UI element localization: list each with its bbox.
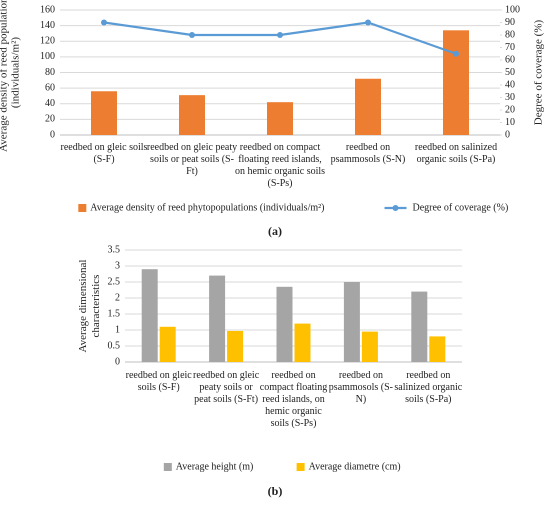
y2-tick-label: 20 bbox=[505, 104, 515, 115]
y2-tick-label: 80 bbox=[505, 29, 515, 40]
caption: (a) bbox=[268, 224, 282, 238]
y-tick-label: 2 bbox=[115, 292, 120, 303]
y-tick-label: 100 bbox=[40, 51, 55, 62]
y-tick-label: 0 bbox=[50, 129, 55, 140]
y-axis-label-box: Average density of reed populations (ind… bbox=[0, 0, 22, 152]
x-tick-label-box: reedbed on salinized organic soils (S-Pa… bbox=[394, 370, 463, 405]
y-tick-label: 60 bbox=[45, 82, 55, 93]
x-tick-label-box: reedbed on gleic peaty soils or peat soi… bbox=[146, 142, 238, 177]
bar bbox=[141, 269, 158, 362]
line bbox=[103, 21, 457, 55]
line-point bbox=[365, 19, 371, 26]
x-tick-label: reedbed on gleic peaty soils or peat soi… bbox=[146, 142, 238, 177]
y-tick-label: 3.5 bbox=[108, 244, 121, 255]
x-tick-label-box: reedbed on gleic soils (S-F) bbox=[125, 370, 192, 393]
bar bbox=[429, 336, 446, 362]
legend-swatch bbox=[78, 204, 87, 212]
x-tick-label-box: reedbed on gleic peaty soils or peat soi… bbox=[193, 370, 260, 405]
x-tick-label: reedbed on compact floating reed islands… bbox=[234, 142, 326, 189]
y2-axis-label: Degree of coverage (%) bbox=[532, 19, 544, 126]
y2-tick-label: 0 bbox=[505, 129, 510, 140]
y-tick-label: 1.5 bbox=[108, 308, 121, 319]
bar bbox=[267, 102, 293, 135]
bar bbox=[411, 291, 428, 362]
line-point bbox=[101, 19, 107, 26]
y2-tick-label: 100 bbox=[505, 4, 520, 15]
y-tick-label: 0.5 bbox=[108, 340, 121, 351]
y2-tick-label: 60 bbox=[505, 54, 515, 65]
y2-tick-label: 10 bbox=[505, 117, 515, 128]
x-tick-label: reedbed on psammosols (S-N) bbox=[328, 370, 393, 405]
bar bbox=[294, 323, 311, 362]
x-tick-label: reedbed on salinized organic soils (S-Pa… bbox=[394, 370, 463, 405]
bar bbox=[227, 330, 244, 362]
y-tick-label: 80 bbox=[45, 67, 55, 78]
bar bbox=[361, 331, 378, 362]
legend-marker bbox=[392, 205, 399, 211]
x-tick-label-box: reedbed on compact floating reed islands… bbox=[259, 370, 328, 429]
x-tick-label-box: reedbed on psammosols (S-N) bbox=[328, 370, 393, 405]
legend-swatch bbox=[296, 463, 305, 471]
x-tick-label: reedbed on gleic soils (S-F) bbox=[60, 142, 148, 165]
x-tick-label: reedbed on gleic soils (S-F) bbox=[125, 370, 192, 393]
y-tick-label: 140 bbox=[40, 20, 55, 31]
x-tick-label: reedbed on gleic peaty soils or peat soi… bbox=[193, 370, 260, 405]
bar bbox=[179, 95, 205, 135]
x-tick-label: reedbed on compact floating reed islands… bbox=[259, 370, 328, 429]
bar bbox=[91, 91, 117, 135]
legend-label: Average height (m) bbox=[176, 461, 254, 472]
line-point bbox=[453, 50, 459, 57]
bar bbox=[343, 282, 360, 362]
y-axis-label-box: Average dimensional characteristics bbox=[77, 259, 102, 353]
y2-tick-label: 40 bbox=[505, 79, 515, 90]
bar bbox=[159, 326, 176, 362]
y2-tick-label: 70 bbox=[505, 42, 515, 53]
legend-label: Average diametre (cm) bbox=[309, 461, 401, 472]
x-tick-label: reedbed on psammosols (S-N) bbox=[330, 142, 406, 165]
y2-axis-label-box: Degree of coverage (%) bbox=[532, 19, 544, 126]
bar bbox=[355, 78, 381, 135]
bar bbox=[209, 275, 226, 362]
y-axis-label: Average density of reed populations (ind… bbox=[0, 0, 22, 152]
y2-tick-label: 30 bbox=[505, 92, 515, 103]
y-tick-label: 3 bbox=[115, 260, 120, 271]
legend-swatch bbox=[163, 463, 172, 471]
x-tick-label-box: reedbed on gleic soils (S-F) bbox=[60, 142, 148, 165]
y-tick-label: 0 bbox=[115, 356, 120, 367]
y-tick-label: 160 bbox=[40, 4, 55, 15]
x-tick-label-box: reedbed on compact floating reed islands… bbox=[234, 142, 326, 189]
legend-label: Average density of reed phytopopulations… bbox=[90, 202, 324, 213]
y-tick-label: 40 bbox=[45, 98, 55, 109]
x-tick-label: reedbed on salinized organic soils (S-Pa… bbox=[414, 142, 498, 165]
line-point bbox=[277, 32, 283, 38]
x-tick-label-box: reedbed on salinized organic soils (S-Pa… bbox=[414, 142, 498, 165]
legend-label: Degree of coverage (%) bbox=[413, 202, 509, 213]
y-tick-label: 20 bbox=[45, 114, 55, 125]
y-tick-label: 1 bbox=[115, 324, 120, 335]
bar bbox=[443, 30, 469, 135]
caption: (b) bbox=[268, 484, 283, 498]
y2-tick-label: 50 bbox=[505, 67, 515, 78]
y-axis-label: Average dimensional characteristics bbox=[77, 259, 102, 353]
x-tick-label-box: reedbed on psammosols (S-N) bbox=[330, 142, 406, 165]
y-tick-label: 120 bbox=[40, 36, 55, 47]
line-point bbox=[189, 32, 195, 38]
y2-tick-label: 90 bbox=[505, 17, 515, 28]
bar bbox=[276, 286, 293, 362]
y-tick-label: 2.5 bbox=[108, 276, 121, 287]
